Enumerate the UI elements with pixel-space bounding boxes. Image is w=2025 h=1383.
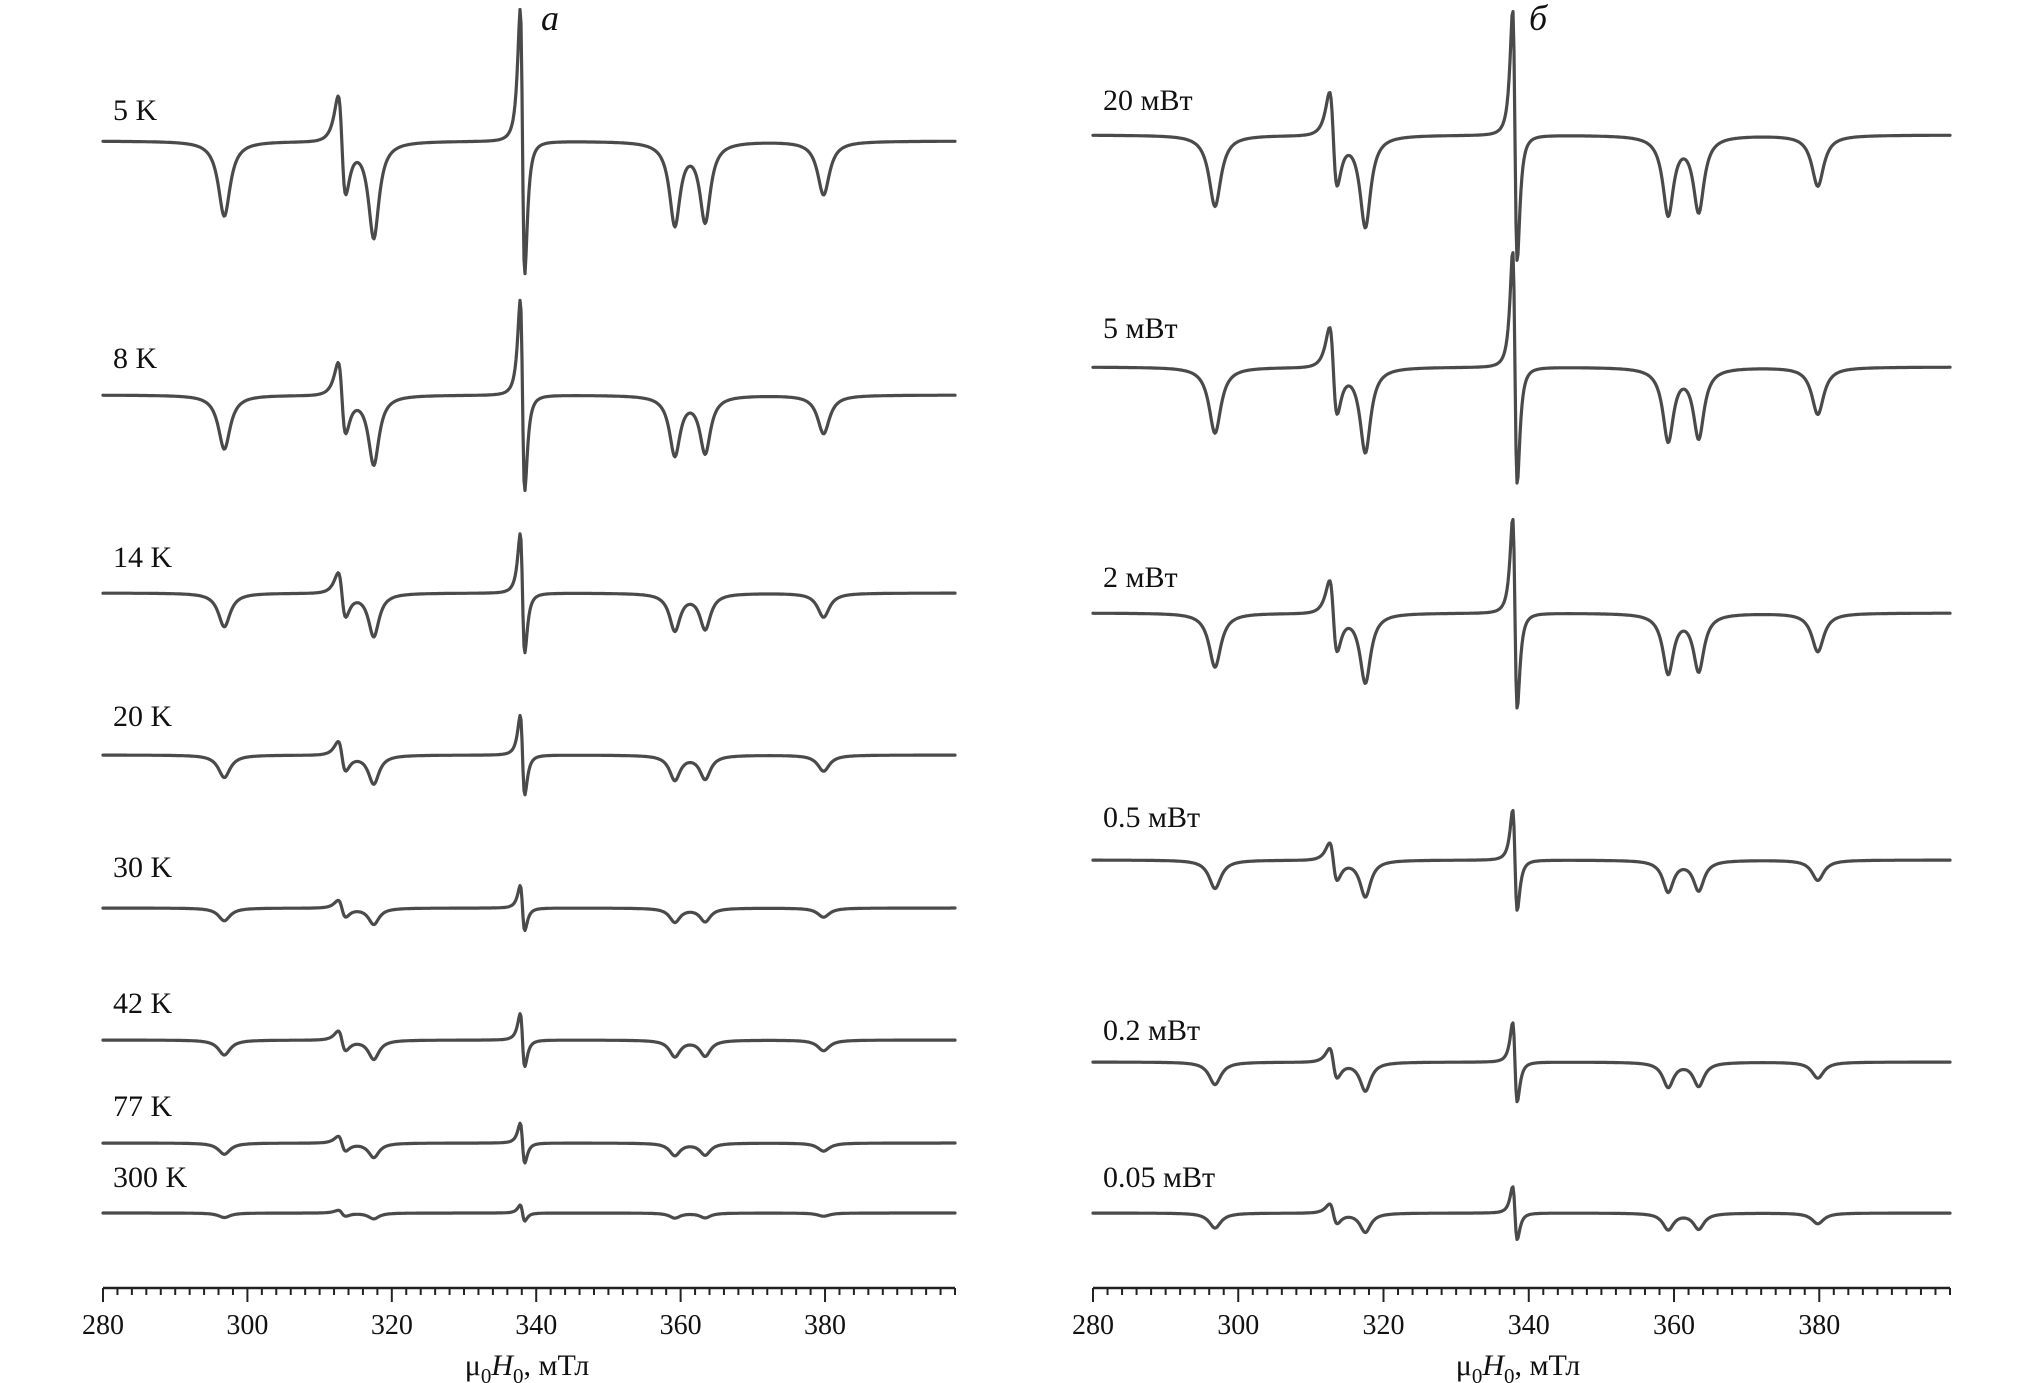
trace-label: 0.5 мВт <box>1103 801 1200 834</box>
spectrum-trace-77-K <box>101 1121 957 1165</box>
trace-label: 0.2 мВт <box>1103 1014 1200 1047</box>
panel-a: а 5 K 8 K 14 K 20 K 30 K 42 K 77 K 300 K 280 300… <box>82 0 957 1383</box>
x-tick-label: 360 <box>660 1310 702 1341</box>
spectrum-trace-0.5-мВт <box>1091 809 1952 912</box>
x-tick-label: 280 <box>1072 1310 1114 1341</box>
x-tick-label: 380 <box>1798 1310 1840 1341</box>
trace-label: 20 мВт <box>1103 84 1193 117</box>
panel-b-trace-labels: 20 мВт 5 мВт 2 мВт 0.5 мВт 0.2 мВт 0.05 мВт <box>1103 84 1215 1194</box>
x-tick-label: 340 <box>1508 1310 1550 1341</box>
panel-b: б 20 мВт 5 мВт 2 мВт 0.5 мВт 0.2 мВт 0.05 мВт… <box>1072 0 1952 1383</box>
trace-label: 300 K <box>113 1161 188 1194</box>
spectrum-trace-20-K <box>101 713 957 797</box>
spectrum-trace-0.05-мВт <box>1091 1185 1952 1241</box>
x-tick-label: 300 <box>1217 1310 1259 1341</box>
trace-label: 0.05 мВт <box>1103 1161 1215 1194</box>
panel-b-x-axis-title: μ0H0, мТл <box>1456 1349 1581 1383</box>
trace-label: 5 K <box>113 94 158 127</box>
spectrum-trace-5-K <box>101 7 957 276</box>
spectrum-trace-42-K <box>101 1012 957 1069</box>
x-tick-label: 380 <box>804 1310 846 1341</box>
trace-label: 5 мВт <box>1103 312 1178 345</box>
spectrum-trace-0.2-мВт <box>1091 1021 1952 1104</box>
spectrum-trace-2-мВт <box>1091 517 1952 710</box>
trace-label: 20 K <box>113 700 173 733</box>
x-tick-label: 340 <box>515 1310 557 1341</box>
panel-a-traces <box>101 7 957 1223</box>
spectrum-trace-30-K <box>101 884 957 933</box>
x-tick-label: 280 <box>82 1310 124 1341</box>
x-tick-label: 320 <box>371 1310 413 1341</box>
trace-label: 30 K <box>113 851 173 884</box>
panel-a-label: а <box>541 0 559 38</box>
panel-a-x-axis: 280 300 320 340 360 380 <box>82 1286 956 1341</box>
x-tick-label: 300 <box>226 1310 268 1341</box>
x-tick-label: 320 <box>1363 1310 1405 1341</box>
panel-a-trace-labels: 5 K 8 K 14 K 20 K 30 K 42 K 77 K 300 K <box>113 94 188 1194</box>
spectrum-trace-300-K <box>101 1203 957 1223</box>
spectrum-trace-8-K <box>101 298 957 493</box>
trace-label: 14 K <box>113 541 173 574</box>
trace-label: 2 мВт <box>1103 561 1178 594</box>
x-tick-label: 360 <box>1653 1310 1695 1341</box>
panel-b-x-axis: 280 300 320 340 360 380 <box>1072 1286 1951 1341</box>
trace-label: 8 K <box>113 342 158 375</box>
spectrum-trace-14-K <box>101 532 957 655</box>
trace-label: 77 K <box>113 1090 173 1123</box>
spectrum-trace-5-мВт <box>1091 251 1952 485</box>
trace-label: 42 K <box>113 987 173 1020</box>
panel-b-traces <box>1091 10 1952 1241</box>
spectrum-trace-20-мВт <box>1091 10 1952 262</box>
panel-b-label: б <box>1529 0 1549 38</box>
panel-a-x-axis-title: μ0H0, мТл <box>465 1349 590 1383</box>
